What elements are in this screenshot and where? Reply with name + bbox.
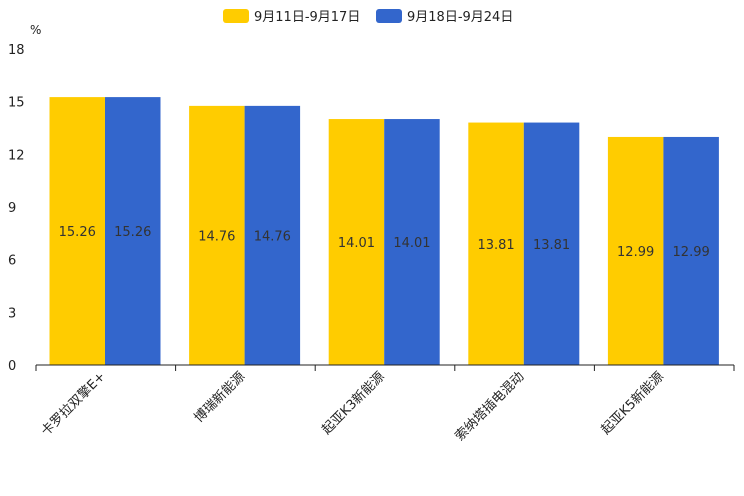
y-tick-label: 18 xyxy=(8,43,25,58)
legend: 9月11日-9月17日 9月18日-9月24日 xyxy=(223,9,513,25)
bar-1-1 xyxy=(49,97,105,365)
y-axis-unit-label: % xyxy=(30,23,41,37)
bar-2-2 xyxy=(244,105,301,365)
x-tick-label: 卡罗拉双擎E+ xyxy=(39,369,109,439)
bar-value-label: 15.26 xyxy=(59,225,96,240)
bar-2-3 xyxy=(384,119,440,366)
y-tick-label: 15 xyxy=(8,96,25,111)
bar-value-label: 15.26 xyxy=(114,225,151,240)
x-tick-label: 博瑞新能源 xyxy=(191,369,248,426)
bar-value-label: 13.81 xyxy=(533,238,570,253)
legend-label-series-1: 9月11日-9月17日 xyxy=(254,10,360,25)
bar-2-5 xyxy=(663,136,719,365)
plot-area: 15.26 15.26 14.76 14.76 14.01 14.01 13.81 13.81… xyxy=(49,97,719,366)
y-tick-label: 6 xyxy=(8,254,16,269)
bar-value-label: 14.01 xyxy=(338,236,375,251)
bar-2-4 xyxy=(523,122,580,366)
bar-value-label: 12.99 xyxy=(673,245,710,260)
bar-1-3 xyxy=(328,119,385,366)
x-tick-label: 起亚K3新能源 xyxy=(319,369,388,438)
bar-value-label: 12.99 xyxy=(617,245,654,260)
bar-2-1 xyxy=(105,97,161,365)
bar-value-label: 14.76 xyxy=(254,229,291,244)
legend-swatch-series-2 xyxy=(376,9,402,23)
legend-label-series-2: 9月18日-9月24日 xyxy=(407,10,513,25)
bar-value-label: 14.76 xyxy=(198,229,235,244)
y-tick-label: 0 xyxy=(8,359,16,374)
legend-swatch-series-1 xyxy=(223,9,249,23)
bar-value-label: 14.01 xyxy=(393,236,430,251)
x-tick-label: 起亚K5新能源 xyxy=(598,369,667,438)
y-tick-label: 9 xyxy=(8,201,16,216)
bar-value-label: 13.81 xyxy=(477,238,514,253)
y-tick-label: 3 xyxy=(8,306,16,321)
y-axis: 0 3 6 9 12 15 18 xyxy=(8,43,25,374)
x-axis: 卡罗拉双擎E+ 博瑞新能源 起亚K3新能源 索纳塔插电混动 起亚K5新能源 xyxy=(35,365,735,444)
x-tick-label: 索纳塔插电混动 xyxy=(452,369,527,444)
bar-1-2 xyxy=(189,105,245,365)
bar-1-5 xyxy=(607,136,664,365)
y-tick-label: 12 xyxy=(8,148,25,163)
bar-1-4 xyxy=(468,122,524,366)
